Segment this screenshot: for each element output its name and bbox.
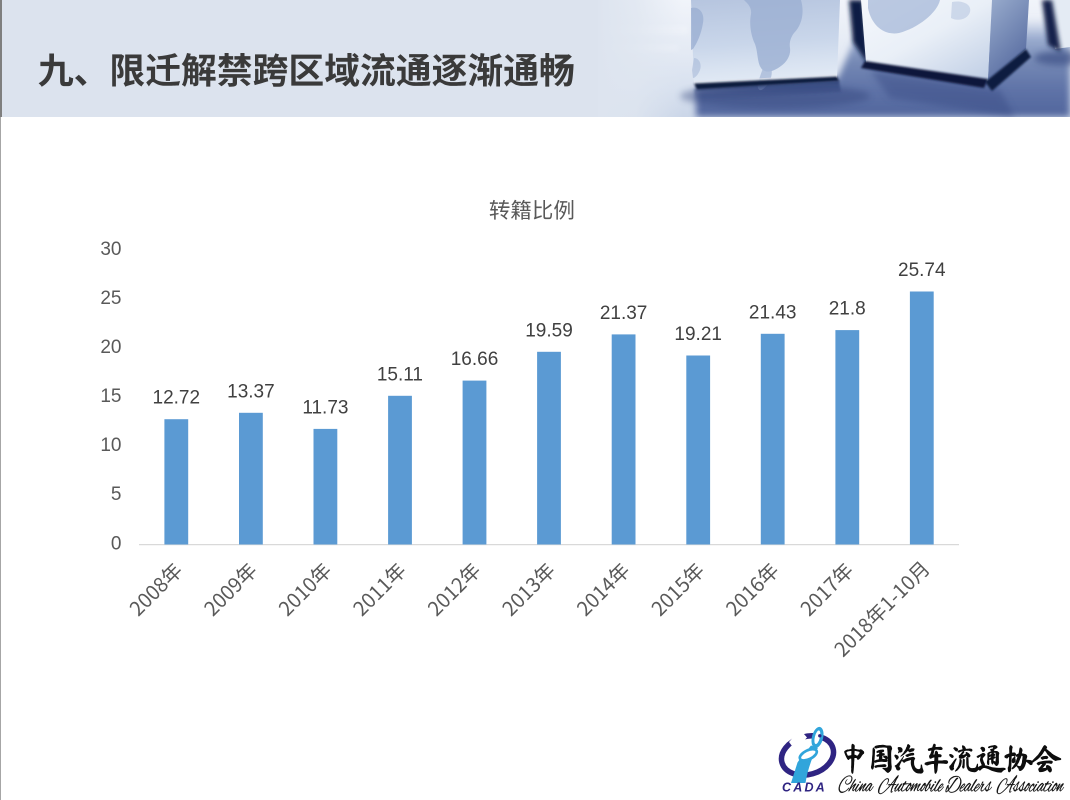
svg-text:19.59: 19.59	[525, 320, 573, 341]
svg-text:30: 30	[100, 239, 121, 260]
svg-text:CADA: CADA	[782, 781, 827, 795]
svg-text:16.66: 16.66	[451, 349, 499, 370]
svg-text:19.21: 19.21	[674, 324, 722, 345]
svg-text:20: 20	[100, 337, 121, 358]
svg-text:25.74: 25.74	[898, 260, 946, 281]
svg-text:13.37: 13.37	[227, 381, 275, 402]
svg-text:10: 10	[100, 435, 121, 456]
svg-text:25: 25	[100, 288, 121, 309]
svg-text:5: 5	[111, 484, 122, 505]
svg-text:12.72: 12.72	[153, 388, 201, 409]
svg-text:0: 0	[111, 533, 122, 554]
svg-text:21.43: 21.43	[749, 302, 797, 323]
svg-text:21.37: 21.37	[600, 303, 648, 324]
svg-text:15.11: 15.11	[377, 364, 423, 385]
svg-text:21.8: 21.8	[829, 299, 866, 320]
svg-text:15: 15	[100, 386, 121, 407]
svg-text:11.73: 11.73	[302, 397, 348, 418]
